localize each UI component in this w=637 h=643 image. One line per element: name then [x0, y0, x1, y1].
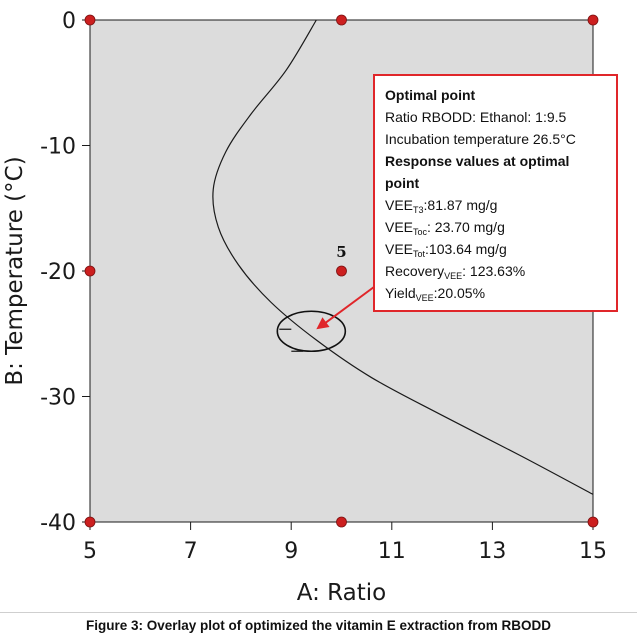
design-point: [336, 14, 347, 26]
y-tick-label: 0: [62, 9, 76, 34]
callout-temperature: Incubation temperature 26.5°C: [385, 131, 576, 147]
design-point: [587, 14, 599, 26]
callout-subtitle: Response values at optimal point: [385, 153, 570, 191]
callout-title: Optimal point: [385, 87, 476, 103]
callout-arrow: [321, 283, 379, 327]
contour-line: [212, 19, 594, 495]
design-point: [587, 516, 599, 528]
x-tick-label: 15: [579, 539, 607, 564]
y-tick-label: -30: [40, 386, 76, 411]
x-tick-label: 7: [184, 539, 198, 564]
design-point: [336, 516, 347, 528]
design-point: [84, 265, 96, 277]
y-tick-label: -40: [40, 511, 76, 536]
design-point: [84, 516, 96, 528]
y-tick-label: -20: [40, 260, 76, 285]
callout-vee-tot: VEETot:103.64 mg/g: [385, 241, 507, 259]
design-point: [336, 265, 347, 277]
x-tick-label: 11: [378, 539, 406, 564]
design-point-label: 5: [336, 243, 346, 261]
y-tick-label: -10: [40, 135, 76, 160]
x-tick-label: 9: [284, 539, 298, 564]
figure-caption: Figure 3: Overlay plot of optimized the …: [0, 612, 637, 643]
callout-yield: YieldVEE:20.05%: [385, 285, 486, 303]
callout-arrowhead: [316, 317, 330, 330]
x-tick-label: 13: [478, 539, 506, 564]
optimal-region-marker: [276, 310, 347, 353]
x-tick-label: 5: [83, 539, 97, 564]
callout-vee-t3: VEET3:81.87 mg/g: [385, 197, 498, 215]
x-axis-label: A: Ratio: [297, 580, 386, 606]
callout-ratio: Ratio RBODD: Ethanol: 1:9.5: [385, 109, 567, 125]
callout-vee-toc: VEEToc: 23.70 mg/g: [385, 219, 505, 237]
y-axis-label: B: Temperature (°C): [2, 156, 28, 385]
optimal-point-callout: Optimal point Ratio RBODD: Ethanol: 1:9.…: [373, 74, 618, 312]
callout-recovery: RecoveryVEE: 123.63%: [385, 263, 526, 281]
design-point: [84, 14, 96, 26]
